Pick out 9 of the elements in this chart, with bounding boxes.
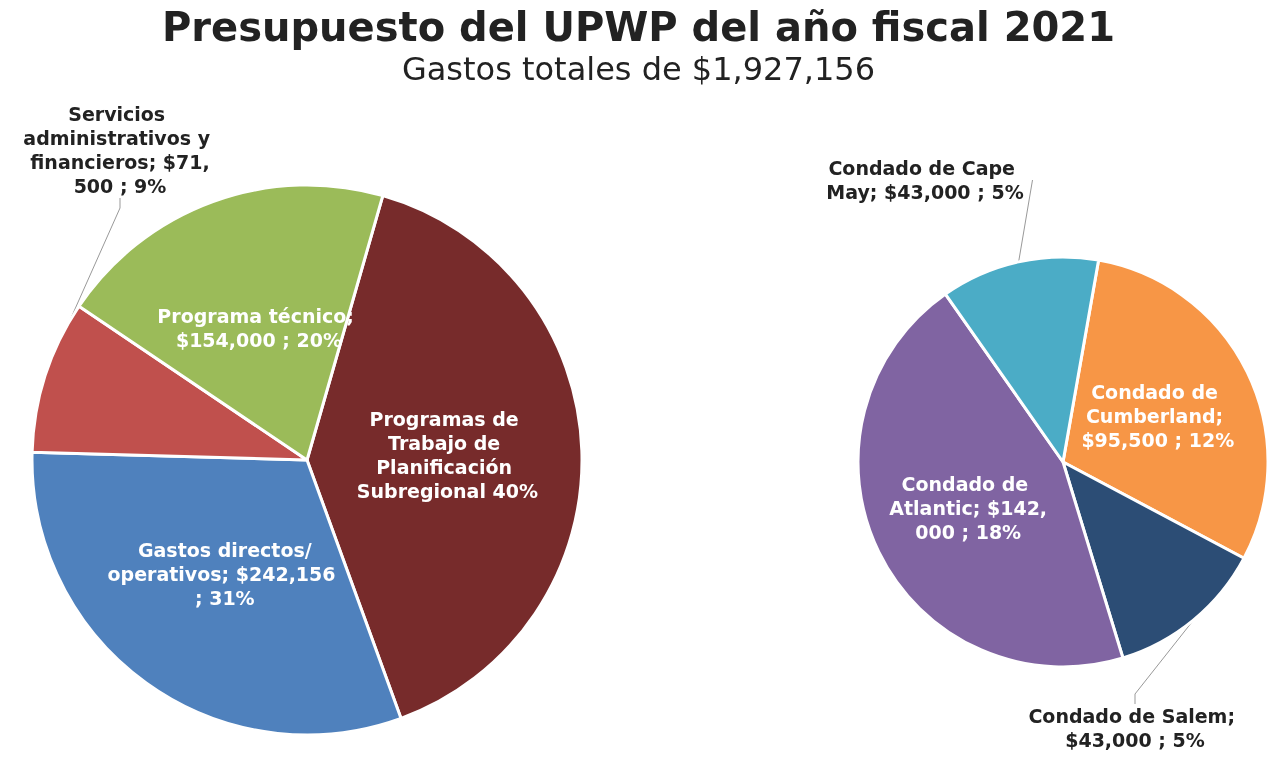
slice-label: Condado de Cumberland; $95,500 ; 12%: [1081, 380, 1235, 451]
chart-subtitle: Gastos totales de $1,927,156: [401, 50, 876, 88]
slice-label: Condado de Atlantic; $142,000 ; 18%: [889, 473, 1048, 544]
chart-title: Presupuesto del UPWP del año fiscal 2021: [162, 4, 1115, 50]
slice-label: Condado de Cape May; $43,000 ; 5%: [826, 157, 1024, 203]
slice-label: Condado de Salem; $43,000 ; 5%: [1028, 705, 1242, 751]
slice-label: Servicios administrativos y financieros; $71,500 ; 9%: [23, 103, 217, 197]
slice-label: Programas de Trabajo de Planificación Subregional 40%: [356, 408, 539, 503]
slice-label: Gastos directos/operativos; $242,156 ; 31%: [107, 538, 343, 609]
